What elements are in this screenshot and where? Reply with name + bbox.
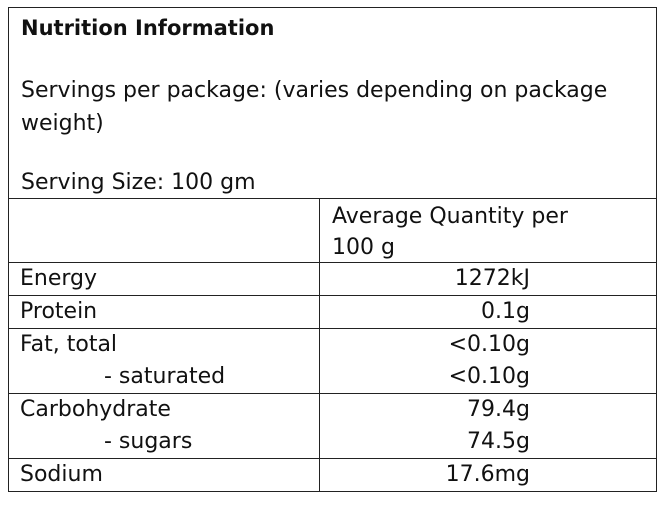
title: Nutrition Information — [21, 16, 275, 40]
nutrient-group: Protein 0.1g — [9, 295, 656, 328]
nutrient-value: 1272kJ — [454, 266, 530, 291]
nutrient-label: - sugars — [104, 429, 193, 454]
nutrition-panel: Nutrition Information Servings per packa… — [8, 7, 657, 492]
nutrient-value: <0.10g — [448, 364, 530, 389]
label-cell: Sodium — [9, 459, 320, 491]
column-header: Average Quantity per 100 g — [320, 199, 656, 262]
column-header-row: Average Quantity per 100 g — [9, 198, 656, 262]
nutrient-value: 17.6mg — [445, 462, 530, 487]
nutrient-value: 79.4g — [467, 397, 530, 422]
value-cell: <0.10g <0.10g — [320, 329, 656, 393]
nutrient-label: Fat, total — [20, 332, 118, 357]
column-header-text: Average Quantity per 100 g — [332, 204, 568, 260]
nutrient-group: Fat, total - saturated <0.10g <0.10g — [9, 328, 656, 393]
label-cell: Protein — [9, 296, 320, 328]
label-cell: Carbohydrate - sugars — [9, 394, 320, 458]
value-cell: 17.6mg — [320, 459, 656, 491]
value-cell: 1272kJ — [320, 263, 656, 295]
serving-size: Serving Size: 100 gm — [21, 170, 256, 195]
nutrient-group: Carbohydrate - sugars 79.4g 74.5g — [9, 393, 656, 458]
nutrient-label: - saturated — [104, 364, 226, 389]
empty-cell — [9, 199, 320, 262]
rows: Energy 1272kJ Protein 0.1g Fat, total - satur… — [9, 262, 656, 491]
nutrient-group: Energy 1272kJ — [9, 262, 656, 295]
nutrient-label: Protein — [20, 299, 98, 324]
label-cell: Energy — [9, 263, 320, 295]
nutrient-label: Carbohydrate — [20, 397, 171, 422]
nutrient-value: 0.1g — [481, 299, 530, 324]
nutrient-value: 74.5g — [467, 429, 530, 454]
label-cell: Fat, total - saturated — [9, 329, 320, 393]
nutrient-value: <0.10g — [448, 332, 530, 357]
servings: Servings per package: (varies depending … — [21, 78, 608, 136]
value-cell: 79.4g 74.5g — [320, 394, 656, 458]
panel-header: Nutrition Information Servings per packa… — [9, 8, 656, 198]
nutrient-group: Sodium 17.6mg — [9, 458, 656, 491]
nutrient-label: Sodium — [20, 462, 103, 487]
nutrient-label: Energy — [20, 266, 98, 291]
value-cell: 0.1g — [320, 296, 656, 328]
